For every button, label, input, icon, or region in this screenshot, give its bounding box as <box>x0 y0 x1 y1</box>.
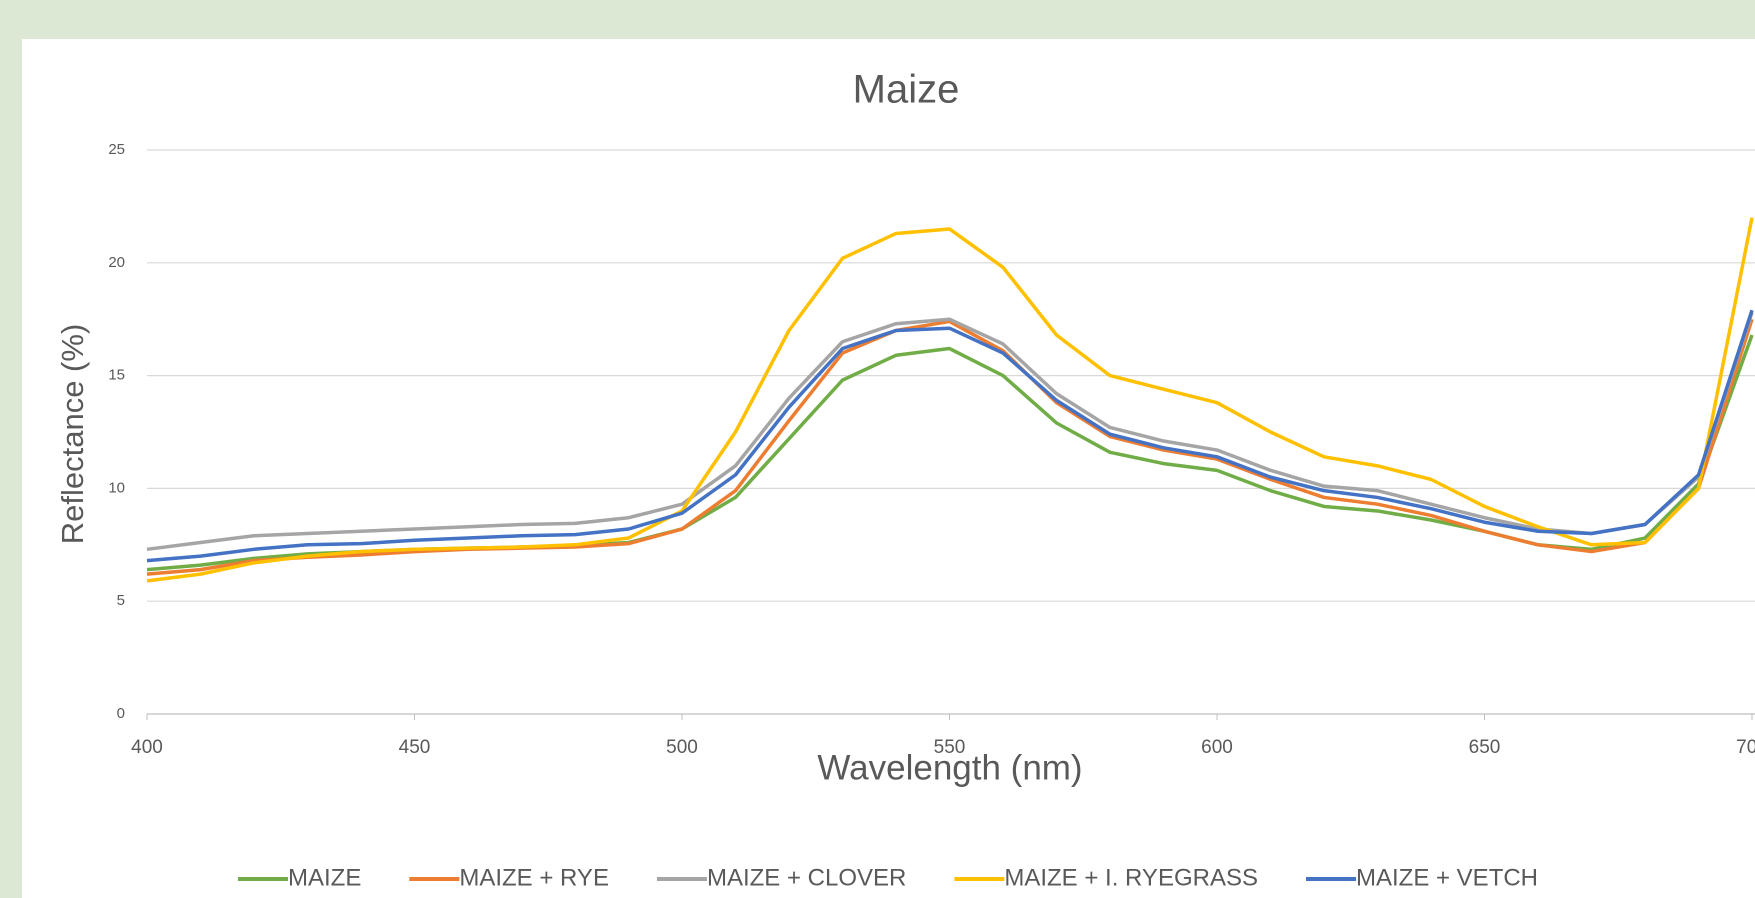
legend-label: MAIZE + I. RYEGRASS <box>1004 864 1258 891</box>
y-tick-label: 20 <box>108 254 125 271</box>
y-tick-label: 15 <box>108 367 125 384</box>
x-axis-label: Wavelength (nm) <box>817 748 1082 787</box>
chart-area <box>22 39 1755 898</box>
series-line <box>146 217 1754 583</box>
chart-title: Maize <box>853 68 960 112</box>
y-tick-label: 0 <box>117 705 125 722</box>
y-axis-label: Reflectance (%) <box>55 324 90 545</box>
x-tick-label: 650 <box>1469 737 1501 758</box>
x-tick-label: 450 <box>399 737 431 758</box>
y-tick-label: 5 <box>117 592 125 609</box>
series-line <box>146 309 1754 563</box>
y-tick-label: 25 <box>108 141 125 158</box>
x-tick-label: 400 <box>131 737 163 758</box>
x-tick-label: 550 <box>934 737 966 758</box>
series-line <box>146 318 1754 576</box>
legend-label: MAIZE + RYE <box>459 864 609 891</box>
series-line <box>146 311 1754 552</box>
y-tick-label: 10 <box>108 479 125 496</box>
legend-label: MAIZE <box>288 864 361 891</box>
legend-label: MAIZE + CLOVER <box>707 864 906 891</box>
legend-label: MAIZE + VETCH <box>1356 864 1538 891</box>
x-tick-label: 500 <box>666 737 698 758</box>
x-tick-label: 600 <box>1201 737 1233 758</box>
x-tick-label: 700 <box>1736 737 1755 758</box>
